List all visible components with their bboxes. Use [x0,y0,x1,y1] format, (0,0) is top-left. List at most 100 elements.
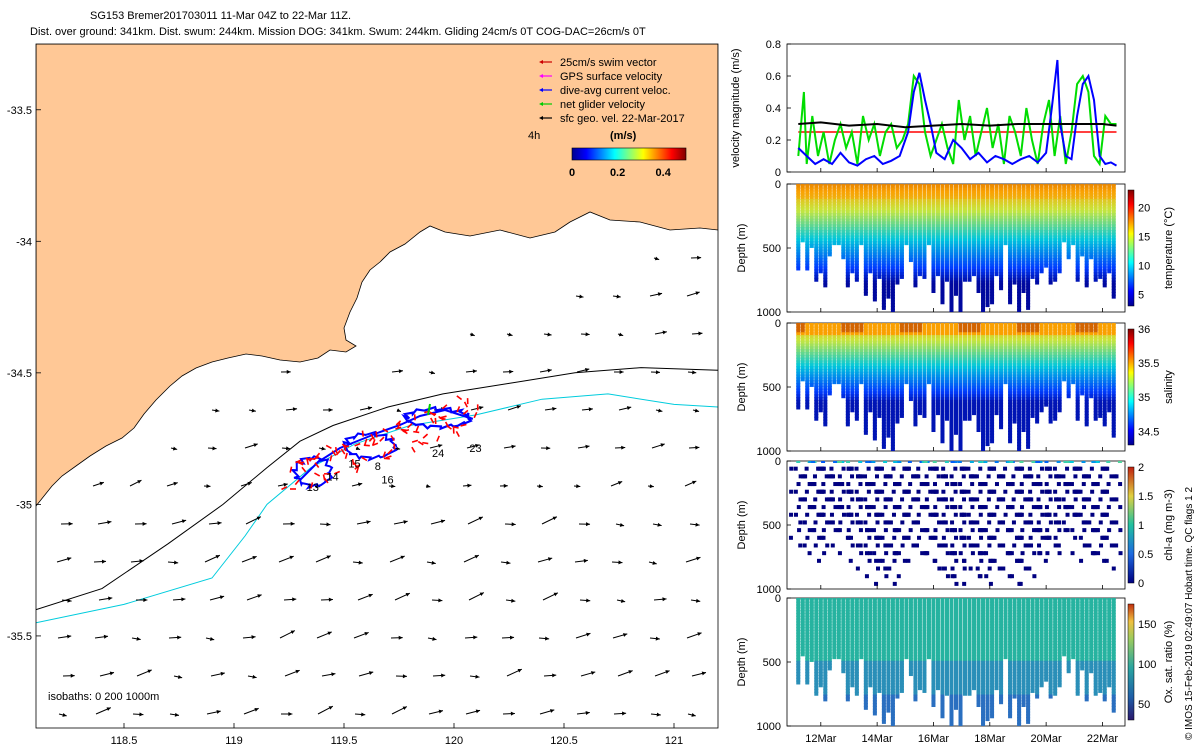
section-data-point [872,402,877,407]
section-data-point [976,263,981,268]
section-data-point [994,366,999,371]
section-data-point [823,332,828,337]
velocity-arrow-head [552,516,557,521]
velocity-arrow-head [331,672,336,677]
section-data-point [854,258,859,263]
map-xtick-label: 118.5 [111,735,138,747]
section-data-point [1030,252,1035,257]
section-data-point [954,371,958,376]
section-data-point [963,357,968,362]
section-data-point [940,289,945,294]
section-data-point [944,243,949,248]
section-data-point [922,255,927,260]
section-data-point [958,357,963,362]
section-data-point [913,419,918,424]
map-frame [35,43,719,729]
section-data-point [818,363,823,368]
section-data-point [863,337,868,342]
section-data-point [1039,385,1044,390]
section-data-point [877,374,882,379]
section-data-point [1044,354,1049,359]
section-data-point [1107,218,1112,223]
section-data-point [863,377,868,382]
section-data-point [926,368,931,373]
section-data-point [832,329,837,334]
section-data-point [1017,428,1022,433]
section-data-point [917,193,922,198]
swim-vector [305,457,312,462]
section-data-point [1026,422,1031,427]
section-data-point [1008,397,1013,402]
section-data-point [899,238,904,243]
section-data-point [1008,377,1013,382]
section-data-point [963,201,968,206]
velocity-arrow-head [103,634,109,639]
section-data-point [990,221,995,226]
section-data-point [949,374,954,379]
section-data-point [899,229,904,234]
section-data-point [1021,368,1026,373]
section-data-point [814,215,819,220]
section-data-point [940,274,945,279]
section-data-point [940,419,945,424]
section-data-point [1098,241,1103,246]
section-data-point [958,323,963,328]
section-data-point [1017,184,1022,189]
section-data-point [836,337,841,342]
section-data-point [1008,439,1013,444]
section-data-point [1021,280,1026,285]
section-data-point [990,326,995,331]
section-data-point [1008,402,1013,407]
section-data-point [872,283,877,288]
section-data-point [1017,258,1022,263]
section-data-point [1066,241,1071,246]
section-data-point [1035,351,1040,356]
section-data-point [1021,428,1026,433]
section-data-point [1107,227,1112,232]
section-data-point [985,269,990,274]
section-data-point [841,249,846,254]
section-data-point [823,187,828,192]
section-data-point [990,391,995,396]
section-data-point [1003,187,1008,192]
section-data-point [895,207,900,212]
section-data-point [827,326,832,331]
section-data-point [1012,272,1017,277]
section-data-point [890,243,895,248]
section-data-point [818,368,823,373]
section-data-point [809,323,814,328]
section-data-point [958,405,963,410]
section-data-point [1075,277,1080,282]
section-data-point [863,263,868,268]
section-data-point [1044,227,1049,232]
section-data-point [886,337,891,342]
section-data-point [1039,266,1044,271]
velocity-series [797,59,1117,167]
section-data-point [994,397,999,402]
section-data-point [963,274,968,279]
swim-vector [441,404,448,410]
section-data-point [1035,377,1040,382]
section-data-point [1012,413,1017,418]
section-data-point [890,263,895,268]
velocity-arrow-head [368,593,373,598]
section-data-point [963,229,968,234]
section-data-point [877,224,882,229]
section-data-point [931,255,936,260]
section-data-point [931,323,936,328]
section-data-point [1048,399,1053,404]
section-data-point [877,343,882,348]
velocity-arrow-head [328,407,333,412]
section-data-point [917,405,922,410]
section-data-point [841,204,846,209]
section-data-point [922,413,927,418]
section-data-point [881,343,886,348]
section-data-point [1017,241,1022,246]
section-data-point [949,377,954,382]
section-data-point [881,444,886,449]
section-data-point [926,227,931,232]
section-data-point [940,291,945,296]
section-data-point [981,413,986,418]
section-data-point [967,201,972,206]
section-data-point [1107,204,1112,209]
